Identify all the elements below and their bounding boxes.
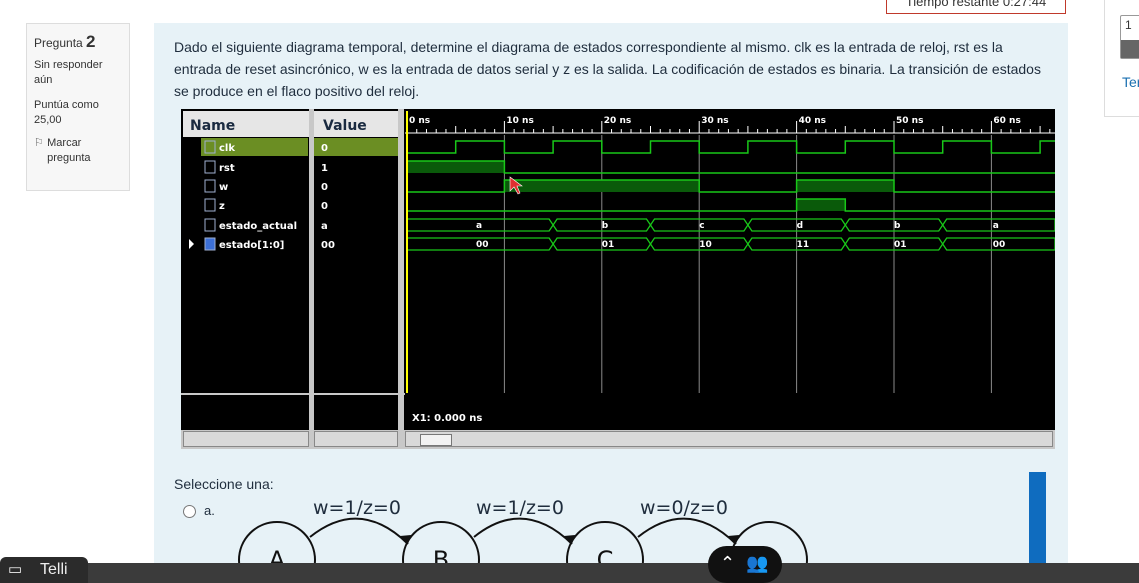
transition-label: w=0/z=0 [640, 497, 728, 519]
question-prefix: Pregunta [34, 36, 83, 50]
timer-label: Tiempo restante 0:27:44 [905, 0, 1047, 9]
state-b-node [402, 521, 480, 583]
bus-icon [204, 237, 216, 251]
signal-icon [204, 179, 216, 193]
bus-value: 00 [993, 240, 1006, 250]
signal-value: 00 [321, 240, 335, 251]
w-trace [407, 179, 1055, 193]
chevron-up-icon: ⌃ [720, 553, 736, 573]
signal-name: rst [219, 163, 235, 174]
name-pane-scrollbar[interactable] [183, 431, 309, 447]
clk-row-highlight [201, 138, 308, 156]
flag-question-label: Marcar pregunta [47, 137, 91, 164]
monitor-icon: ▭ [8, 561, 23, 578]
expand-arrow-icon[interactable] [189, 239, 194, 249]
signal-name: estado_actual [219, 221, 297, 232]
signal-name: estado[1:0] [219, 240, 284, 251]
question-number-line: Pregunta 2 [34, 32, 122, 52]
signal-icon [204, 140, 216, 154]
transition-arrow [473, 517, 573, 545]
signal-icon [204, 218, 216, 232]
option-a-label: a. [204, 503, 215, 518]
question-status: Sin responder aún [34, 59, 103, 86]
signal-value: 1 [321, 163, 328, 174]
score-value: 25,00 [34, 114, 62, 126]
signal-name: w [219, 182, 228, 193]
chat-widget-label: Telli [40, 561, 68, 578]
rst-trace [407, 160, 1055, 174]
name-header: Name [190, 118, 235, 134]
value-pane-scrollbar[interactable] [314, 431, 398, 447]
bus-value: a [476, 221, 482, 231]
flag-question-link[interactable]: ⚐ Marcar pregunta [34, 136, 122, 166]
finish-attempt-link[interactable]: Ter [1122, 74, 1139, 90]
time-label: 20 ns [604, 116, 631, 126]
bus-value: b [602, 221, 609, 231]
bus-value: d [797, 221, 803, 231]
bus-value: c [699, 221, 704, 231]
signal-name: z [219, 201, 225, 212]
chat-widget-tab[interactable]: ▭ Telli [0, 557, 88, 583]
clk-trace [407, 140, 1055, 154]
mouse-pointer-icon [509, 176, 523, 195]
bus-value: 11 [797, 240, 810, 250]
option-a-radio[interactable] [183, 505, 196, 518]
transition-arrow [309, 517, 409, 545]
signal-icon [204, 160, 216, 174]
value-header: Value [323, 118, 367, 134]
waveform-viewer: Name Value clk 0 rst 1 w 0 z 0 estado_actual a est… [181, 109, 1056, 449]
state-a-node [238, 521, 316, 583]
signal-value: a [321, 221, 328, 232]
people-icon: 👥 [746, 553, 769, 573]
transition-arrow [637, 517, 737, 545]
floating-control-button[interactable]: ⌃ 👥 [708, 546, 782, 583]
cursor-readout: X1: 0.000 ns [412, 413, 482, 424]
timeline-scrollbar[interactable] [405, 431, 1053, 447]
state-c-node [566, 521, 644, 583]
bus-value: 01 [602, 240, 615, 250]
quiz-nav-button[interactable]: 1 [1120, 15, 1139, 59]
time-label: 60 ns [993, 116, 1020, 126]
bus-value: a [993, 221, 999, 231]
question-text: Dado el siguiente diagrama temporal, det… [174, 39, 1041, 99]
bus-value: 01 [894, 240, 907, 250]
question-number: 2 [86, 32, 96, 51]
select-one-label: Seleccione una: [174, 476, 274, 492]
signal-value: 0 [321, 143, 328, 154]
time-label: 50 ns [896, 116, 923, 126]
blue-side-bar [1029, 472, 1046, 567]
quiz-nav-number: 1 [1125, 18, 1132, 32]
flag-icon: ⚐ [34, 137, 44, 149]
z-trace [407, 198, 1055, 212]
question-info-box: Pregunta 2 Sin responder aún Puntúa como… [26, 23, 130, 191]
timeline-scroll-thumb[interactable] [420, 434, 452, 446]
bus-value: 10 [699, 240, 712, 250]
timer-box: Tiempo restante 0:27:44 [886, 0, 1066, 14]
transition-label: w=1/z=0 [313, 497, 401, 519]
taskbar [0, 563, 1139, 583]
bus-value: b [894, 221, 901, 231]
time-label: 10 ns [506, 116, 533, 126]
time-label: 0 ns [409, 116, 430, 126]
signal-icon [204, 198, 216, 212]
time-label: 40 ns [799, 116, 826, 126]
signal-name: clk [219, 143, 235, 154]
signal-value: 0 [321, 201, 328, 212]
bus-value: 00 [476, 240, 489, 250]
waveform-svg: Name Value clk 0 rst 1 w 0 z 0 estado_actual a est… [181, 109, 1056, 449]
signal-value: 0 [321, 182, 328, 193]
time-label: 30 ns [701, 116, 728, 126]
transition-label: w=1/z=0 [476, 497, 564, 519]
score-label: Puntúa como [34, 99, 99, 111]
